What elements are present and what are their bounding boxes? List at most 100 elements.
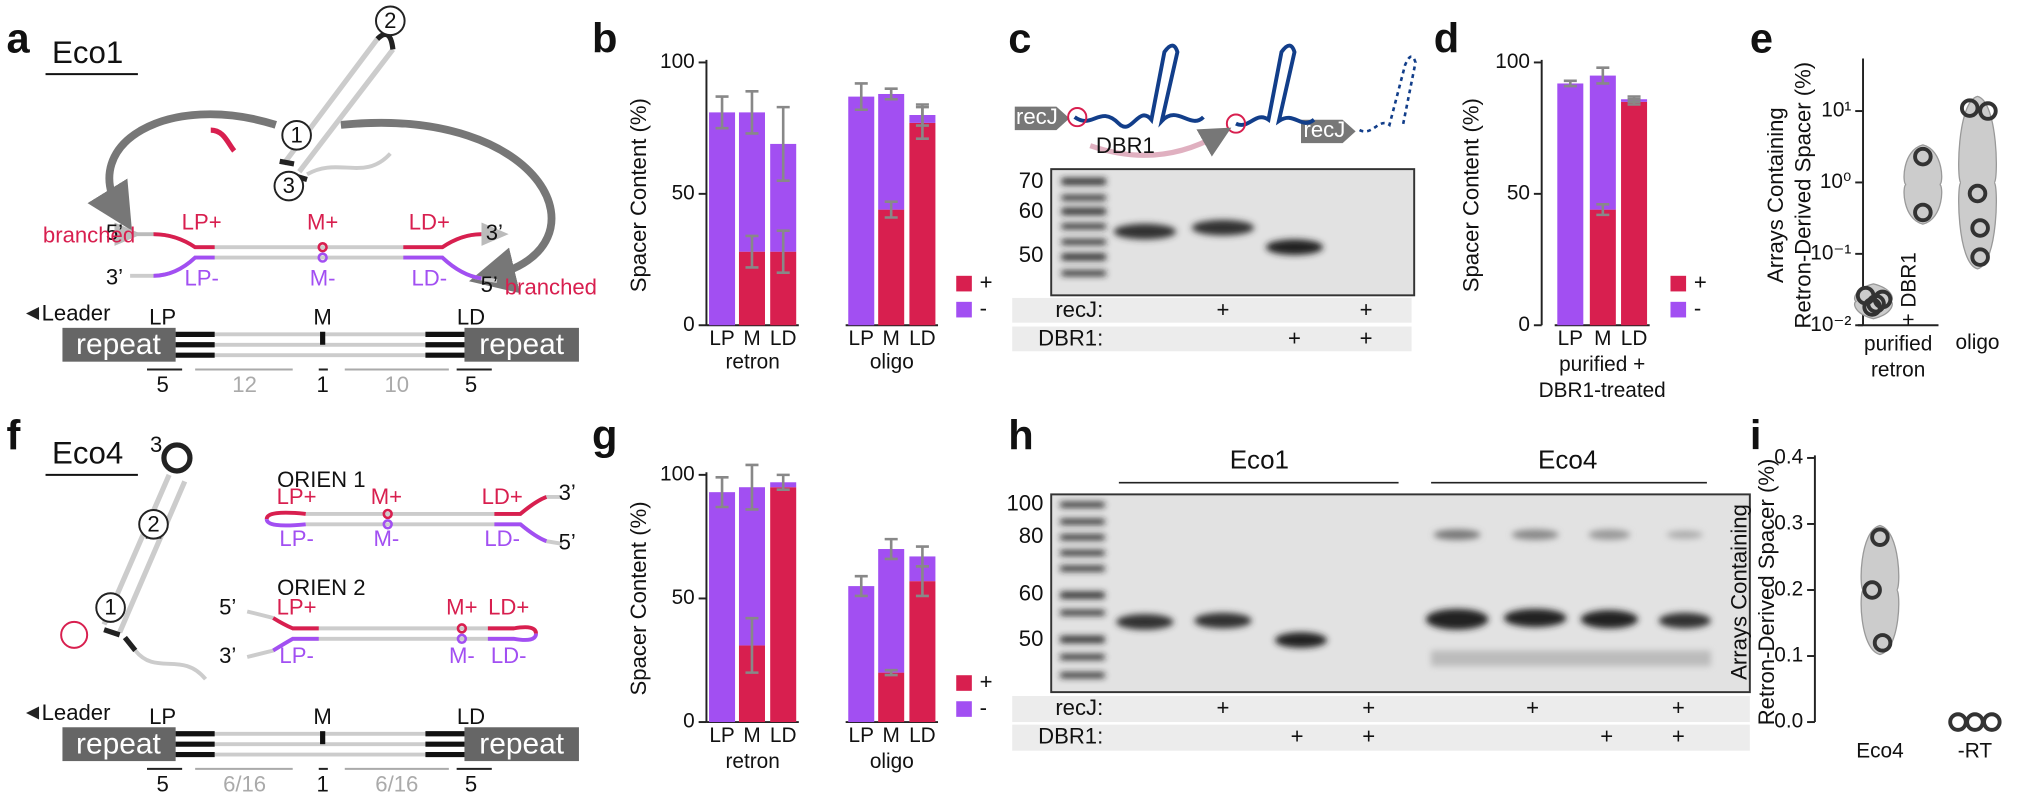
bar-segment — [709, 112, 736, 326]
error-bar-line — [745, 463, 759, 511]
data-point — [1870, 527, 1890, 547]
error-bar-line — [745, 90, 759, 135]
repeat-label: repeat — [479, 328, 564, 361]
bar-segment — [1621, 101, 1648, 326]
y-axis-title: Arrays Containing — [1727, 504, 1752, 680]
error-bar — [854, 574, 868, 598]
row-label: recJ: — [1055, 297, 1103, 322]
repeat-label: repeat — [479, 727, 564, 760]
x-tick-label: M — [743, 724, 760, 747]
gel-c — [1012, 43, 1417, 352]
y-tick-label: 10⁻¹ — [1810, 241, 1851, 264]
diagram-a-shape — [403, 232, 482, 250]
x-tick-label: -RT — [1958, 739, 1993, 762]
step-number: 3 — [150, 432, 162, 457]
group-label: purified + — [1559, 353, 1645, 376]
legend-label: + — [980, 669, 993, 694]
error-bar-line — [884, 87, 898, 101]
bar-segment — [909, 122, 936, 326]
x-tick-label: LP — [709, 327, 734, 350]
diagram-a-shape — [281, 37, 395, 174]
data-point — [1970, 247, 1990, 267]
error-bar — [884, 537, 898, 561]
panel-label: h — [1008, 411, 1033, 458]
gel-h-shape — [1012, 724, 1750, 751]
end-label: 5’ — [106, 220, 123, 245]
gel-c-shape — [1235, 43, 1316, 127]
step-number: 3 — [283, 173, 295, 198]
gel-h-shape-shape — [1433, 529, 1481, 540]
ladder-label: 60 — [1019, 580, 1044, 605]
bar-segment — [878, 209, 905, 326]
gel-h-shape-shape — [1060, 565, 1105, 572]
strand-label: LD+ — [488, 595, 529, 620]
diagram-a-shape — [375, 5, 406, 37]
x-tick-label: LP — [709, 724, 734, 747]
gel-c-shape — [1012, 297, 1412, 323]
lane-mark: + — [1288, 325, 1301, 350]
x-tick-label: LP — [1558, 327, 1583, 350]
x-tick-label: M — [883, 724, 900, 747]
diagram-f-shape — [305, 495, 563, 546]
repeat-label: repeat — [76, 727, 161, 760]
error-bar — [884, 668, 898, 677]
diagram-title: Eco4 — [52, 436, 123, 471]
error-bar — [715, 95, 729, 130]
x-tick-label: LD — [770, 327, 797, 350]
lane-mark: + — [1216, 297, 1229, 322]
branched-label: branched — [505, 275, 597, 300]
branched-label: branched — [43, 223, 135, 248]
end-label: 3’ — [106, 264, 123, 289]
error-bar — [776, 473, 790, 491]
diagram-a-shape — [317, 241, 328, 253]
region-label: M — [313, 305, 331, 330]
gel-h-shape — [1060, 502, 1711, 678]
gel-h-shape-shape — [1060, 591, 1105, 599]
gel-c-shape — [1089, 127, 1232, 158]
ladder-label: 50 — [1019, 626, 1044, 651]
diagram-f-shape — [487, 625, 538, 634]
bar-segment — [770, 487, 797, 723]
x-tick-label: LP — [849, 724, 874, 747]
y-axis-title: Retron-Derived Spacer (%) — [1754, 459, 1779, 726]
legend-swatch — [956, 301, 972, 318]
strand-label: LP+ — [277, 595, 317, 620]
diagram-f-shape — [103, 627, 138, 653]
error-bar-line — [776, 229, 790, 274]
panel-label: e — [1750, 15, 1773, 62]
x-tick-label: M — [743, 327, 760, 350]
y-axis-title: Spacer Content (%) — [626, 98, 651, 292]
legend-label: - — [980, 695, 987, 720]
diagram-a — [26, 5, 579, 371]
error-bar-line — [884, 537, 898, 561]
bar-segment — [878, 549, 905, 673]
diagram-a-shape — [175, 331, 465, 358]
y-axis-title: Retron-Derived Spacer (%) — [1790, 62, 1815, 329]
gel-h-shape-shape — [1060, 672, 1105, 678]
y-tick-label: 10¹ — [1821, 99, 1851, 122]
gel-h-shape-shape — [1116, 614, 1174, 630]
diagram-f-shape — [26, 706, 40, 720]
bar-segment — [709, 492, 736, 723]
data-point — [1862, 297, 1882, 317]
strand-label: LP- — [184, 266, 218, 291]
group-label: DBR1-treated — [1539, 379, 1666, 402]
error-bar — [884, 87, 898, 101]
strand-label: LD- — [484, 526, 520, 551]
strand-label: LD- — [491, 643, 527, 668]
error-bar — [854, 82, 868, 112]
legend-swatch — [956, 275, 972, 292]
bar-segment — [848, 586, 875, 723]
diagram-f-shape — [264, 510, 306, 520]
diagram-a-shape — [153, 255, 215, 278]
y-axis-title: Spacer Content (%) — [626, 501, 651, 695]
diagram-f-shape — [175, 731, 465, 758]
panel-label: d — [1434, 15, 1459, 62]
gel-c-shape-shape — [1061, 223, 1106, 229]
step-number: 2 — [147, 511, 159, 536]
gel-c-shape-shape — [1061, 178, 1106, 185]
x-tick-label: LD — [770, 724, 797, 747]
x-tick-label: LD — [909, 724, 936, 747]
enzyme-label: recJ — [1016, 104, 1058, 129]
